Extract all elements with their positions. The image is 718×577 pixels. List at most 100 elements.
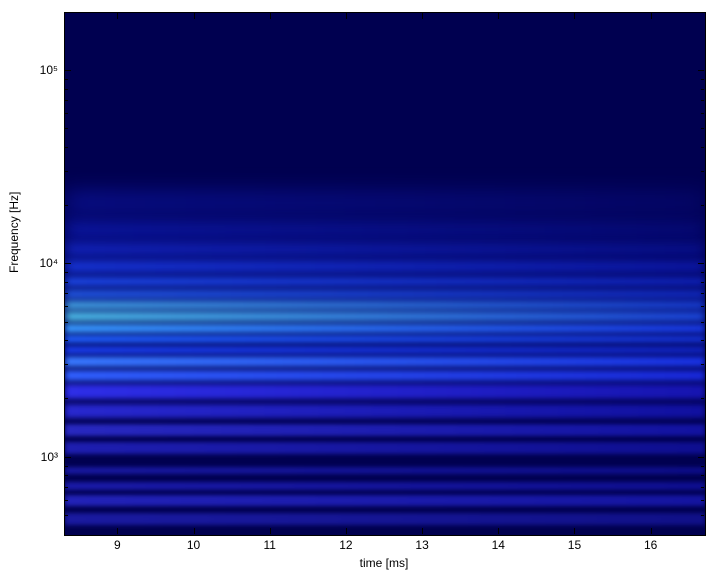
- tick-mark: [65, 466, 68, 467]
- tick-mark: [65, 500, 68, 501]
- tick-mark: [65, 171, 68, 172]
- tick-mark: [701, 100, 704, 101]
- spectrogram-band: [65, 424, 705, 436]
- tick-label: 10³: [41, 450, 58, 464]
- tick-mark: [422, 13, 423, 19]
- tick-label: 9: [114, 538, 121, 552]
- spectrogram-band: [65, 324, 705, 333]
- tick-mark: [65, 147, 68, 148]
- spectrogram-band: [65, 495, 705, 506]
- tick-mark: [65, 398, 68, 399]
- spectrogram-chart: 9 10 11 12 13 14 15 16 10³ 10⁴ 10⁵ time [ms] Frequ…: [0, 0, 718, 577]
- tick-mark: [701, 272, 704, 273]
- tick-mark: [65, 272, 68, 273]
- tick-mark: [701, 322, 704, 323]
- tick-mark: [701, 306, 704, 307]
- tick-mark: [65, 306, 68, 307]
- tick-mark: [651, 13, 652, 19]
- tick-mark: [65, 457, 71, 458]
- tick-label: 10⁴: [39, 256, 58, 270]
- spectrogram-band: [65, 312, 705, 321]
- tick-mark: [65, 364, 68, 365]
- tick-label: 12: [339, 538, 352, 552]
- tick-mark: [701, 79, 704, 80]
- tick-mark: [65, 263, 71, 264]
- tick-mark: [698, 70, 704, 71]
- spectrogram-band: [65, 220, 705, 239]
- tick-mark: [651, 528, 652, 534]
- tick-mark: [65, 340, 68, 341]
- tick-mark: [65, 113, 68, 114]
- tick-mark: [194, 528, 195, 534]
- tick-mark: [701, 282, 704, 283]
- spectrogram-band: [65, 335, 705, 343]
- spectrogram-band: [65, 442, 705, 453]
- tick-mark: [65, 79, 68, 80]
- x-axis-label: time [ms]: [360, 556, 409, 570]
- tick-mark: [701, 515, 704, 516]
- tick-mark: [65, 89, 68, 90]
- tick-mark: [701, 364, 704, 365]
- tick-mark: [498, 528, 499, 534]
- tick-mark: [701, 487, 704, 488]
- tick-mark: [498, 13, 499, 19]
- tick-mark: [701, 89, 704, 90]
- tick-mark: [65, 487, 68, 488]
- spectrogram-band: [65, 482, 705, 490]
- tick-mark: [270, 13, 271, 19]
- plot-area: [64, 12, 706, 536]
- spectrogram-band: [65, 260, 705, 273]
- spectrogram-band: [65, 467, 705, 475]
- tick-mark: [346, 13, 347, 19]
- tick-mark: [698, 457, 704, 458]
- tick-label: 14: [492, 538, 505, 552]
- tick-mark: [65, 475, 68, 476]
- tick-mark: [65, 205, 68, 206]
- tick-mark: [65, 293, 68, 294]
- spectrogram-band: [65, 513, 705, 525]
- tick-label: 13: [415, 538, 428, 552]
- tick-label: 15: [568, 538, 581, 552]
- tick-mark: [701, 171, 704, 172]
- tick-mark: [117, 528, 118, 534]
- tick-mark: [65, 282, 68, 283]
- spectrogram-band: [65, 384, 705, 399]
- tick-mark: [698, 263, 704, 264]
- spectrogram-band: [65, 191, 705, 215]
- tick-label: 11: [263, 538, 275, 552]
- tick-mark: [701, 466, 704, 467]
- tick-mark: [117, 13, 118, 19]
- tick-mark: [574, 13, 575, 19]
- spectrogram-band: [65, 277, 705, 286]
- y-axis-label: Frequency [Hz]: [7, 192, 21, 273]
- spectrogram-band: [65, 370, 705, 381]
- tick-mark: [270, 528, 271, 534]
- tick-mark: [65, 100, 68, 101]
- spectrogram-band: [65, 346, 705, 354]
- tick-mark: [701, 475, 704, 476]
- tick-mark: [574, 528, 575, 534]
- tick-mark: [65, 70, 71, 71]
- tick-mark: [701, 340, 704, 341]
- spectrogram-band: [65, 290, 705, 298]
- tick-label: 10: [187, 538, 200, 552]
- tick-mark: [701, 113, 704, 114]
- tick-mark: [701, 500, 704, 501]
- tick-mark: [65, 322, 68, 323]
- tick-label: 10⁵: [40, 63, 58, 77]
- spectrogram-band: [65, 356, 705, 367]
- tick-mark: [701, 205, 704, 206]
- tick-mark: [194, 13, 195, 19]
- tick-mark: [701, 147, 704, 148]
- tick-mark: [701, 398, 704, 399]
- spectrogram-band: [65, 404, 705, 418]
- tick-mark: [422, 528, 423, 534]
- tick-mark: [701, 128, 704, 129]
- tick-mark: [65, 128, 68, 129]
- tick-mark: [346, 528, 347, 534]
- tick-mark: [65, 515, 68, 516]
- spectrogram-band: [65, 242, 705, 256]
- tick-mark: [701, 293, 704, 294]
- spectrogram-band: [65, 301, 705, 309]
- tick-label: 16: [644, 538, 657, 552]
